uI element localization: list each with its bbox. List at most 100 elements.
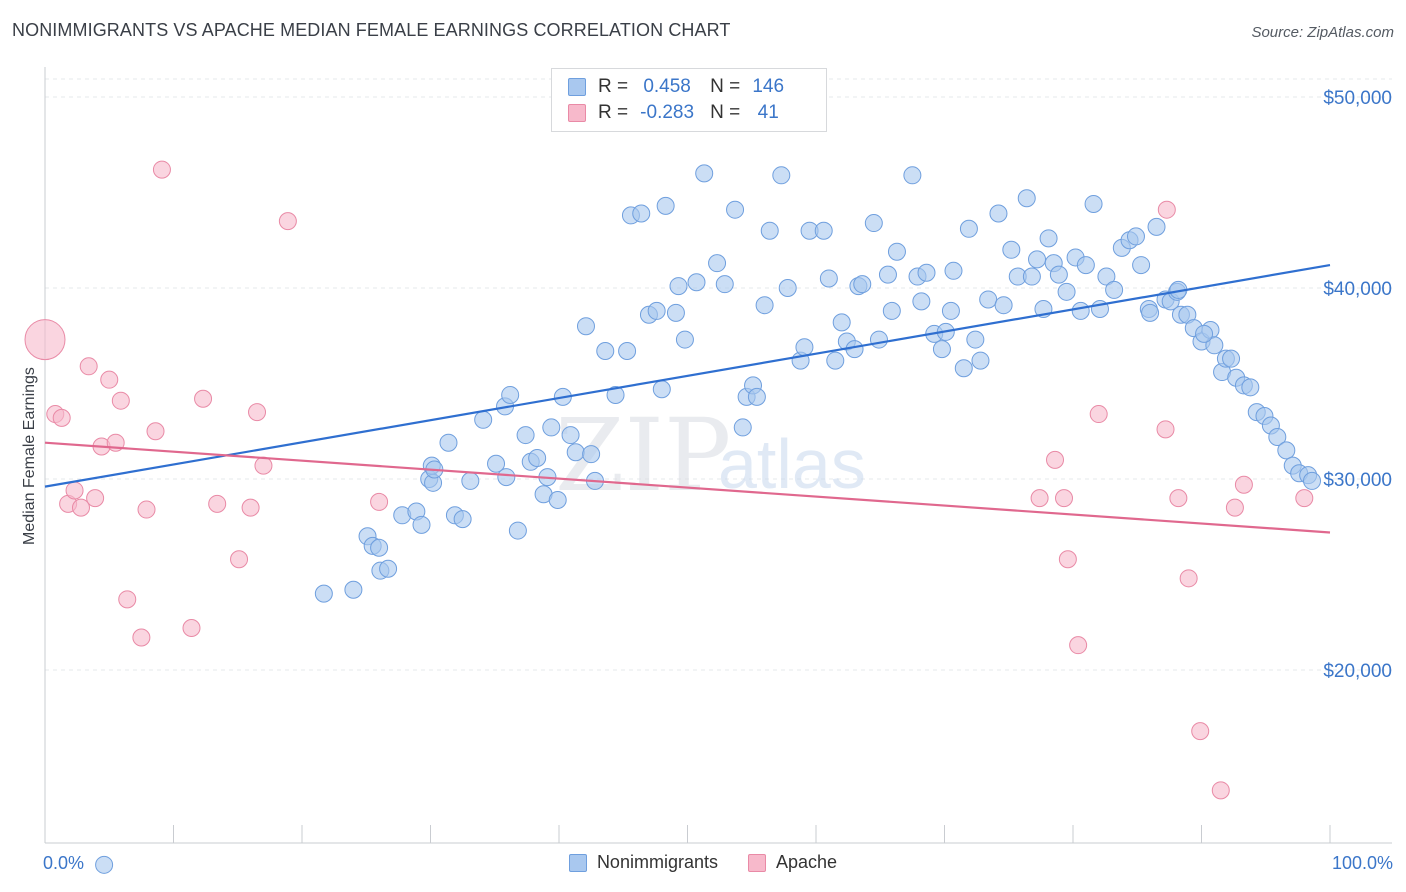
r-label: R = [598,102,629,123]
n-value: 41 [757,102,779,123]
data-point [208,494,227,513]
data-point [1030,489,1049,508]
chart-legend: Nonimmigrants Apache [0,852,1406,873]
n-label: N = [710,76,741,97]
data-point [100,370,119,389]
data-point [652,380,671,399]
apache-legend-swatch [747,853,766,872]
data-point [501,385,520,404]
data-point [1105,280,1124,299]
data-point [819,269,838,288]
nonimmigrants-swatch [568,78,586,96]
data-point [241,498,260,517]
data-point [1022,267,1041,286]
data-point [86,489,105,508]
data-point [795,338,814,357]
data-point [826,351,845,370]
series-nonimmigrants [95,110,1322,874]
data-point [344,580,363,599]
data-point [618,342,637,361]
data-point [1191,722,1210,741]
data-point [1225,498,1244,517]
data-point [715,275,734,294]
data-point [944,261,963,280]
data-point [1076,256,1095,275]
y-tick-label: $30,000 [1323,470,1392,491]
data-point [474,410,493,429]
data-point [882,301,901,320]
data-point [1069,636,1088,655]
y-tick-label: $50,000 [1323,88,1392,109]
legend-label: Apache [775,852,838,872]
n-label: N = [710,102,741,123]
data-point [917,263,936,282]
stats-row-apache: R = -0.283 N = 41 [568,100,790,126]
data-point [864,214,883,233]
y-axis-label: Median Female Earnings [21,367,38,545]
data-point [71,498,90,517]
data-point [666,303,685,322]
r-value: -0.283 [640,102,695,123]
data-point [772,166,791,185]
data-point [1055,489,1074,508]
data-point [869,330,888,349]
data-point [1132,256,1151,275]
r-label: R = [598,76,629,97]
data-point [182,618,201,637]
data-point [453,510,472,529]
data-point [1057,282,1076,301]
data-point [1277,441,1296,460]
data-point [52,408,71,427]
data-point [1169,489,1188,508]
apache-swatch [568,104,586,122]
data-point [606,385,625,404]
data-point [1179,569,1198,588]
data-point [576,317,595,336]
data-point [903,166,922,185]
stats-row-nonimmigrants: R = 0.458 N = 146 [568,74,790,100]
data-point [853,275,872,294]
data-point [561,426,580,445]
data-point [548,491,567,510]
data-point [632,204,651,223]
y-tick-label: $20,000 [1323,661,1392,682]
data-point [1046,450,1065,469]
data-point [887,242,906,261]
data-point [118,590,137,609]
data-point [1222,349,1241,368]
y-tick-labels: $20,000 $30,000 $40,000 $50,000 [1323,88,1392,682]
data-point [1211,781,1230,800]
data-point [1234,475,1253,494]
data-point [675,330,694,349]
r-value: 0.458 [643,76,691,97]
data-point [132,628,151,647]
data-point [1084,194,1103,213]
data-point [1058,550,1077,569]
data-point [932,340,951,359]
data-point [912,292,931,311]
data-point [669,277,688,296]
legend-item-apache[interactable]: Apache [747,852,838,873]
data-point [687,273,706,292]
series-apache [24,160,1314,800]
data-point [959,219,978,238]
data-point [971,351,990,370]
data-point [966,330,985,349]
data-point [656,196,675,215]
y-tick-label: $40,000 [1323,279,1392,300]
data-point [230,550,249,569]
data-point [979,290,998,309]
data-point [194,389,213,408]
data-point [314,584,333,603]
data-point [878,265,897,284]
data-point [778,279,797,297]
data-point [1039,229,1058,248]
data-point [941,301,960,320]
data-point [65,481,84,500]
data-point [1241,378,1260,397]
legend-item-nonimmigrants[interactable]: Nonimmigrants [568,852,718,873]
data-point [566,443,585,462]
trend-line-nonimmigrants [44,263,1331,488]
data-point [379,559,398,578]
